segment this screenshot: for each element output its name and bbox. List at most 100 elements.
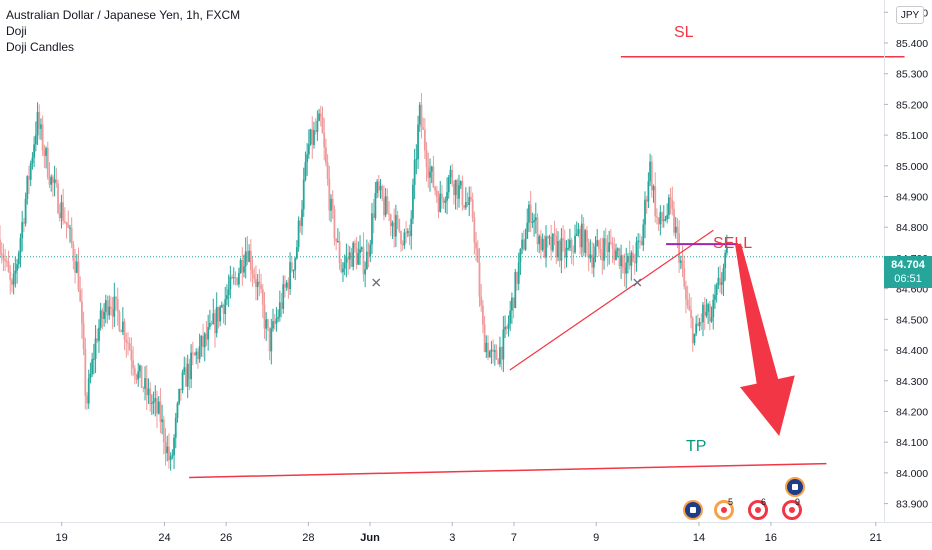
economic-event-icon[interactable] [714, 500, 734, 520]
bull-candle [379, 185, 382, 191]
bear-candle [156, 398, 158, 414]
bear-candle [118, 311, 121, 331]
bear-candle [5, 261, 8, 263]
bear-candle [127, 342, 129, 344]
bull-candle [625, 262, 628, 274]
bear-candle [495, 350, 498, 360]
economic-event-icon[interactable] [748, 500, 768, 520]
bull-candle [237, 273, 240, 285]
doji-mark-icon [633, 278, 642, 287]
bull-candle [464, 202, 467, 208]
bear-candle [132, 360, 134, 369]
price-tick-label: 85.000 [896, 161, 928, 173]
time-tick-label: 14 [693, 532, 705, 544]
bull-candle [403, 232, 406, 246]
bull-candle [157, 401, 160, 414]
bear-candle [657, 217, 660, 225]
bull-candle [679, 260, 682, 263]
bear-candle [381, 185, 384, 199]
bear-candle [350, 252, 353, 267]
bear-candle [4, 259, 7, 262]
bear-candle [708, 304, 711, 322]
bull-candle [104, 300, 107, 312]
bear-candle [222, 305, 225, 314]
bull-candle [652, 186, 655, 191]
bull-candle [161, 419, 164, 423]
bear-candle [529, 204, 532, 223]
bull-candle [695, 323, 698, 334]
bear-candle [57, 183, 59, 214]
price-tick-label: 85.200 [896, 99, 928, 111]
bull-candle [342, 268, 344, 273]
bull-candle [316, 120, 319, 132]
bull-candle [24, 199, 27, 224]
indicator-doji-candles[interactable]: Doji Candles [6, 40, 75, 54]
bull-candle [360, 247, 363, 250]
australia-flag-event-icon[interactable] [683, 500, 703, 520]
bull-candle [384, 196, 387, 216]
bull-candle [551, 233, 554, 251]
bull-candle [394, 215, 397, 237]
bull-candle [615, 250, 617, 261]
bear-candle [471, 199, 474, 218]
bear-candle [340, 263, 343, 273]
bull-candle [348, 252, 351, 260]
bull-candle [357, 253, 360, 265]
bear-candle [475, 242, 477, 249]
indicator-doji[interactable]: Doji [6, 24, 27, 38]
bear-candle [111, 308, 114, 317]
bull-candle [31, 157, 34, 164]
bear-candle [255, 278, 257, 288]
bear-candle [179, 388, 182, 391]
bear-candle [604, 238, 607, 246]
event-count-b: 6 [761, 497, 767, 507]
bear-candle [377, 181, 380, 191]
bear-candle [82, 323, 85, 349]
bear-candle [633, 261, 636, 264]
bull-candle [190, 352, 193, 380]
bear-candle [661, 212, 663, 221]
bull-candle [33, 144, 36, 158]
bull-candle [507, 323, 510, 329]
bear-candle [77, 261, 80, 290]
bear-candle [396, 215, 399, 219]
bear-candle [442, 198, 445, 203]
bear-candle [338, 241, 341, 264]
bull-candle [521, 239, 524, 249]
bull-candle [485, 342, 488, 353]
bull-candle [98, 327, 100, 342]
bull-candle [488, 351, 491, 358]
bear-candle [326, 162, 329, 180]
bull-candle [528, 204, 530, 223]
bear-candle [74, 260, 76, 273]
bull-candle [574, 235, 576, 253]
bear-candle [623, 267, 626, 274]
bear-candle [362, 247, 365, 275]
bull-candle [195, 351, 198, 356]
bull-candle [415, 159, 418, 161]
australia-flag-event-icon[interactable] [785, 477, 805, 497]
bull-candle [417, 124, 419, 160]
candles [0, 92, 728, 471]
bear-candle [217, 307, 220, 322]
stop-loss-label[interactable]: SL [674, 24, 694, 41]
economic-event-icon[interactable] [782, 500, 802, 520]
bull-candle [176, 403, 179, 419]
currency-button[interactable]: JPY [896, 6, 924, 24]
bull-candle [594, 246, 597, 258]
bull-candle [16, 264, 18, 271]
symbol-title[interactable]: Australian Dollar / Japanese Yen, 1h, FX… [6, 8, 241, 22]
bear-candle [582, 223, 585, 253]
bull-candle [181, 372, 184, 391]
bull-candle [282, 284, 285, 309]
sell-label[interactable]: SELL [713, 235, 753, 252]
bear-candle [246, 251, 249, 262]
doji-mark-icon [372, 278, 381, 287]
bull-candle [410, 218, 413, 237]
take-profit-label[interactable]: TP [686, 438, 707, 455]
bear-candle [599, 249, 602, 253]
bull-candle [227, 289, 230, 296]
price-tick-label: 84.900 [896, 192, 928, 204]
bull-candle [200, 335, 203, 347]
